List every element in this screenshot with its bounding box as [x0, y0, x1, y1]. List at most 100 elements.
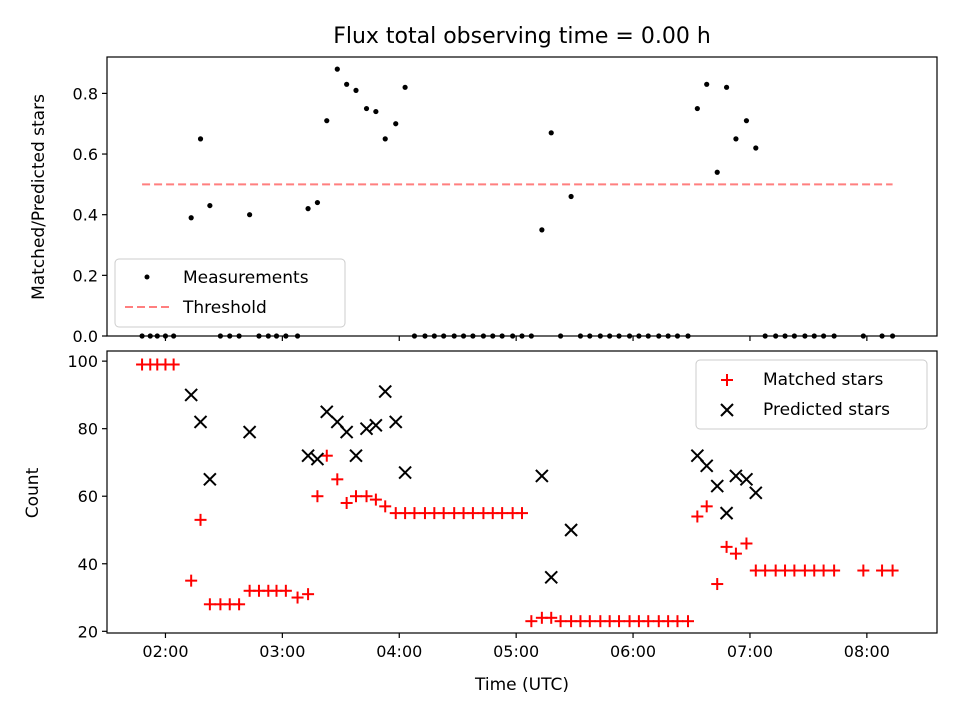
matched-stars-point: [857, 564, 870, 577]
predicted-stars-point: [242, 425, 257, 439]
measurement-point: [353, 87, 359, 93]
counts-y-tick-label: 60: [78, 487, 98, 506]
ratio-y-axis: 0.0 0.2 0.4 0.6 0.8: [73, 84, 107, 346]
matched-stars-point: [350, 490, 362, 503]
matched-stars-point: [203, 598, 216, 611]
counts-legend: Matched stars Predicted stars: [695, 359, 928, 430]
matched-stars-point: [642, 615, 655, 628]
predicted-stars-point: [544, 570, 558, 584]
legend-predicted-marker: [720, 403, 734, 417]
matched-stars-point: [379, 500, 392, 513]
counts-plot-frame: [106, 350, 938, 634]
measurement-point: [324, 118, 330, 124]
measurement-point: [568, 193, 574, 200]
matched-stars-point: [167, 358, 180, 371]
matched-stars-point: [194, 513, 207, 526]
matched-stars-point: [682, 615, 694, 628]
matched-stars-point: [437, 507, 450, 520]
matched-stars-point: [545, 611, 558, 624]
ratio-panel: Flux total observing time = 0.00 h 0.00.…: [29, 24, 938, 346]
counts-y-tick-label: 80: [78, 420, 98, 439]
counts-y-tick-label: 20: [78, 622, 98, 641]
ratio-y-axis-label: Matched/Predicted stars: [29, 94, 49, 300]
matched-stars-point: [691, 510, 704, 523]
predicted-stars-point: [203, 472, 217, 487]
ratio-x-axis-ticks: [164, 336, 868, 341]
predicted-stars-point: [739, 472, 754, 487]
legend-threshold-label: Threshold: [182, 298, 267, 318]
matched-stars-point: [554, 615, 567, 628]
measurement-point: [334, 66, 340, 72]
predicted-stars-point: [369, 418, 383, 433]
matched-stars-point: [886, 564, 899, 577]
counts-y-axis: 20 40 60 80 100: [67, 352, 107, 641]
measurement-point: [305, 206, 311, 212]
measurement-point: [694, 105, 700, 112]
predicted-stars-point: [193, 415, 208, 429]
predicted-stars-point: [184, 388, 198, 402]
matched-stars-point: [360, 490, 373, 503]
measurement-point: [344, 81, 350, 87]
predicted-stars-point: [719, 506, 734, 520]
ratio-y-tick-label: 0.0: [73, 327, 98, 346]
matched-stars-point: [671, 615, 684, 628]
predicted-stars-point: [564, 523, 578, 537]
measurement-point: [373, 108, 379, 115]
counts-x-tick-label: 08:00: [844, 642, 890, 661]
matched-stars-point: [369, 493, 382, 506]
matched-stars-point: [740, 537, 753, 550]
legend-measurements-marker: [144, 274, 150, 280]
predicted-stars-point: [710, 479, 724, 493]
legend-matched-label: Matched stars: [763, 370, 883, 390]
x-axis-label: Time (UTC): [474, 675, 569, 695]
measurement-point: [402, 84, 408, 90]
matched-stars-point: [311, 490, 324, 503]
matched-stars-point: [711, 578, 724, 591]
legend-predicted-label: Predicted stars: [763, 400, 890, 420]
counts-x-tick-label: 03:00: [259, 642, 305, 661]
predicted-stars-point: [535, 469, 549, 483]
predicted-stars-point: [320, 405, 334, 419]
matched-stars-point: [279, 584, 292, 597]
counts-x-tick-label: 06:00: [610, 642, 656, 661]
predicted-stars-point: [378, 384, 392, 399]
matched-stars-point: [583, 615, 596, 628]
counts-legend-box: [695, 359, 928, 430]
predicted-stars-point: [749, 486, 763, 500]
measurement-point: [539, 227, 545, 233]
predicted-stars-point: [339, 425, 354, 439]
legend-measurements-label: Measurements: [183, 268, 309, 288]
measurement-point: [704, 81, 710, 87]
measurement-point: [753, 145, 759, 151]
ratio-y-tick-label: 0.4: [73, 206, 98, 225]
ratio-y-tick-label: 0.2: [73, 266, 98, 285]
measurement-point: [548, 130, 554, 136]
predicted-stars-point: [389, 415, 403, 429]
matched-stars-point: [817, 564, 830, 577]
measurement-point: [197, 136, 204, 142]
chart-title: Flux total observing time = 0.00 h: [333, 24, 711, 49]
matched-stars-point: [291, 591, 304, 604]
predicted-stars-point: [310, 452, 325, 466]
ratio-y-tick-label: 0.8: [73, 84, 98, 103]
measurement-point: [363, 105, 370, 112]
matched-stars-point: [700, 500, 713, 513]
matched-stars-point: [340, 496, 353, 509]
matched-stars-point: [613, 615, 626, 628]
counts-y-tick-label: 40: [78, 555, 98, 574]
measurement-point: [733, 136, 739, 142]
counts-x-tick-label: 05:00: [493, 642, 539, 661]
predicted-stars-point: [359, 421, 374, 436]
measurement-point: [382, 136, 388, 142]
counts-x-axis: 02:00 03:00 04:00 05:00 06:00 07:00 08:00: [142, 633, 890, 661]
matched-stars-point: [828, 564, 841, 577]
measurement-point: [743, 118, 750, 124]
predicted-stars-point: [699, 459, 714, 473]
predicted-stars-point: [301, 448, 315, 463]
counts-x-tick-label: 02:00: [142, 642, 188, 661]
matched-stars-point: [496, 507, 509, 520]
measurement-point: [207, 202, 213, 209]
ratio-y-tick-label: 0.6: [73, 145, 98, 164]
matched-stars-point: [185, 574, 198, 587]
